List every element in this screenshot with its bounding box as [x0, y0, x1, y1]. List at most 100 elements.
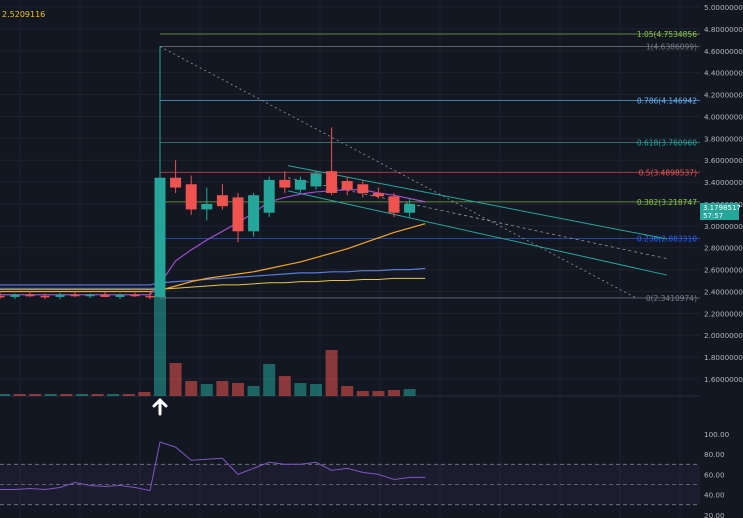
- candle-body: [154, 177, 166, 297]
- price-axis-tick-label: 1.8000000: [704, 353, 743, 362]
- volume-bar: [278, 376, 291, 396]
- grid: [0, 0, 700, 518]
- candle-body: [388, 196, 400, 213]
- channel-mid-line: [287, 177, 668, 260]
- volume-bar: [185, 381, 198, 396]
- trend-drawings[interactable]: [0, 165, 668, 289]
- up-arrow-icon: [152, 398, 168, 416]
- up-arrow-shape: [152, 398, 168, 416]
- volume-bar: [310, 384, 322, 396]
- price-axis-tick-label: 2.6000000: [704, 266, 743, 275]
- ma-purple-line: [0, 189, 426, 296]
- rsi-line: [0, 441, 426, 492]
- fib-level-label: 0.236(2.883310: [637, 235, 697, 244]
- fib-level-label: 1(4.6386099): [646, 43, 697, 52]
- rsi-axis-tick-label: 40.00: [704, 491, 725, 500]
- ma-yellow-line: [0, 277, 426, 290]
- candle-body: [0, 295, 5, 298]
- fib-level-label: 0.382(3.218747: [637, 198, 697, 207]
- candle-body: [25, 294, 35, 297]
- volume-bar: [0, 394, 10, 396]
- price-axis-tick-label: 4.6000000: [704, 47, 743, 56]
- volume-bar: [169, 363, 182, 396]
- candle-body: [216, 195, 228, 207]
- candle-body: [55, 294, 65, 297]
- candle-body: [85, 294, 95, 297]
- volume-bar: [216, 381, 229, 396]
- price-axis-background: [700, 0, 743, 518]
- volume-bar: [294, 383, 307, 396]
- price-axis-tick-label: 3.0000000: [704, 222, 743, 231]
- volume-bar: [247, 386, 260, 396]
- volume-bar: [325, 350, 338, 396]
- candle-body: [40, 295, 50, 298]
- ma-blue-line: [0, 267, 426, 286]
- candle-body: [279, 179, 291, 188]
- volume-bar: [263, 364, 276, 396]
- candle-body: [115, 294, 125, 297]
- rsi-axis-tick-label: 100.00: [704, 430, 730, 439]
- fib-level-label: 0.786(4.146942: [637, 96, 697, 105]
- candle-body: [145, 295, 155, 298]
- candle-body: [326, 171, 338, 194]
- volume-bar: [122, 394, 135, 396]
- candle-body: [185, 184, 197, 210]
- volume-bar: [13, 394, 26, 396]
- price-axis-tick-label: 3.8000000: [704, 134, 743, 143]
- fib-retracement[interactable]: 1.05(4.7534856 1(4.6386099) 0.786(4.146942…: [159, 30, 700, 303]
- volume-bar: [232, 383, 244, 396]
- volume-bar: [372, 391, 385, 396]
- volume-bar: [356, 391, 369, 396]
- channel-bottom-line: [287, 190, 668, 276]
- price-axis-tick-label: 2.4000000: [704, 287, 743, 296]
- candle-body: [201, 203, 213, 210]
- volume-bar: [107, 394, 120, 396]
- candle-body: [70, 294, 80, 297]
- price-axis-tick-label: 5.0000000: [704, 3, 743, 12]
- price-axis-tick-label: 2.8000000: [704, 244, 743, 253]
- price-axis-tick-label: 4.2000000: [704, 91, 743, 100]
- last-price-badge: 3.1798517 57:57: [700, 203, 741, 220]
- fib-level-label: 0.5(3.4898537): [639, 168, 697, 177]
- candle-body: [10, 294, 20, 297]
- rsi-axis-tick-label: 60.00: [704, 470, 725, 479]
- candle-body: [263, 179, 275, 213]
- candle-body: [248, 195, 260, 232]
- candle-body: [310, 173, 322, 187]
- candle-body: [294, 179, 306, 190]
- candle-body: [372, 193, 384, 197]
- candle-body: [170, 177, 182, 188]
- volume-bar: [154, 296, 166, 396]
- candle-body: [232, 197, 244, 232]
- price-axis[interactable]: 5.0000000 4.8000000 4.6000000 4.4000000 4.20…: [700, 0, 743, 518]
- last-price: 3.1798517: [703, 204, 741, 212]
- rsi-axis-tick-label: 20.00: [704, 511, 725, 518]
- candle-body: [130, 294, 140, 297]
- candle-body: [357, 184, 369, 194]
- candle-body: [404, 203, 416, 213]
- volume-bar: [44, 394, 57, 396]
- volume-bar: [60, 394, 73, 396]
- candles[interactable]: [0, 46, 416, 300]
- price-axis-tick-label: 2.0000000: [704, 331, 743, 340]
- volume-bar: [388, 390, 400, 396]
- bar-countdown: 57:57: [703, 212, 724, 220]
- price-axis-tick-label: 3.6000000: [704, 156, 743, 165]
- price-axis-tick-label: 4.4000000: [704, 69, 743, 78]
- ema-orange-line: [0, 223, 426, 293]
- top-left-value: 2.5209116: [2, 10, 46, 19]
- volume-bar: [403, 389, 416, 396]
- rsi-pane: [0, 441, 700, 506]
- volume-bars: [0, 296, 416, 396]
- candle-body: [100, 294, 110, 297]
- price-axis-tick-label: 1.6000000: [704, 375, 743, 384]
- volume-bar: [341, 386, 354, 396]
- price-axis-tick-label: 2.2000000: [704, 309, 743, 318]
- fib-level-label: 0.618(3.760960: [637, 139, 697, 148]
- fib-level-label: 1.05(4.7534856: [637, 30, 697, 39]
- price-axis-tick-label: 3.4000000: [704, 178, 743, 187]
- price-axis-tick-label: 4.8000000: [704, 25, 743, 34]
